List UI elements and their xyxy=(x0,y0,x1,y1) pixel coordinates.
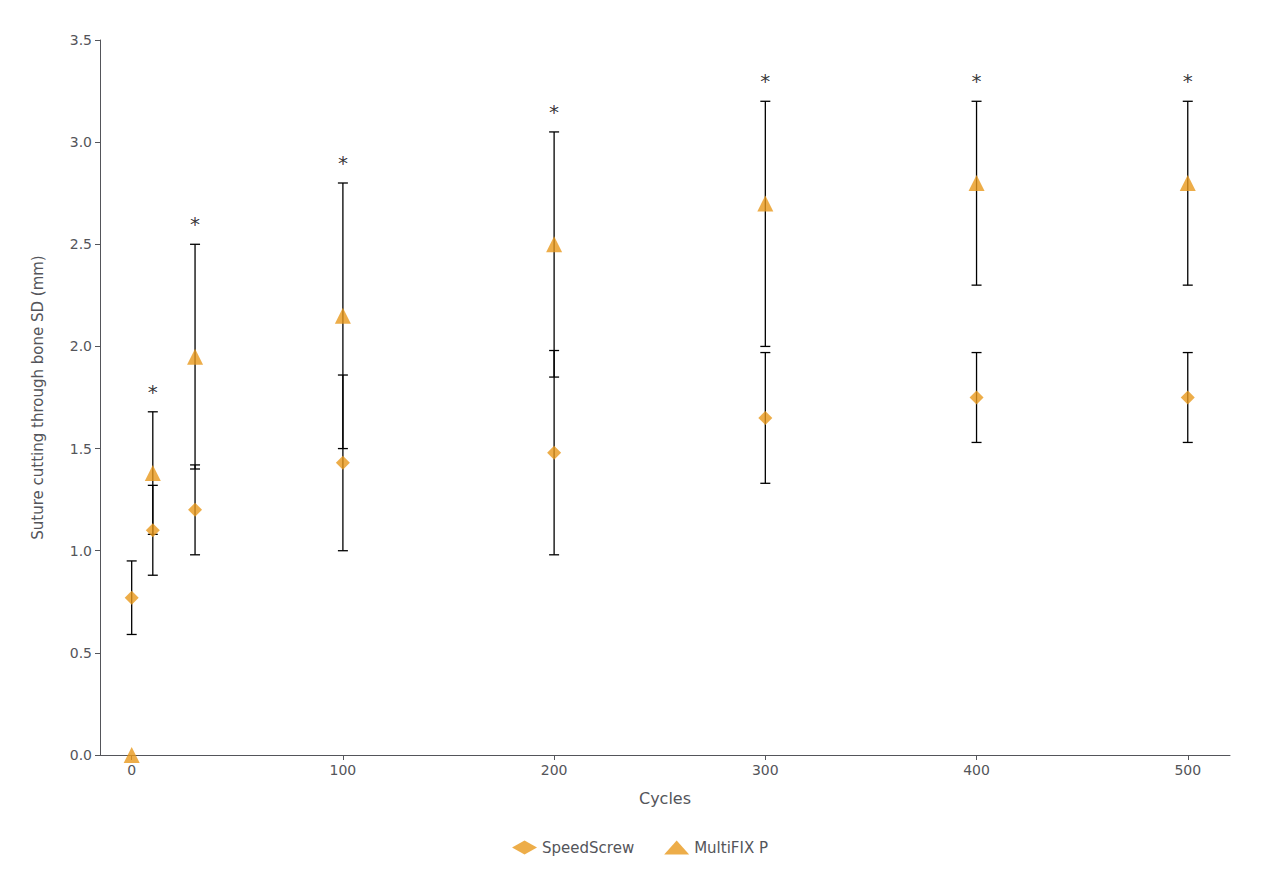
svg-text:400: 400 xyxy=(963,762,990,778)
svg-text:*: * xyxy=(760,69,770,93)
svg-text:1.0: 1.0 xyxy=(70,543,92,559)
svg-text:300: 300 xyxy=(752,762,779,778)
svg-text:0.5: 0.5 xyxy=(70,645,92,661)
svg-text:*: * xyxy=(190,212,200,236)
svg-text:MultiFIX P: MultiFIX P xyxy=(694,839,768,857)
svg-text:Cycles: Cycles xyxy=(639,789,691,808)
svg-text:3.5: 3.5 xyxy=(70,32,92,48)
svg-text:100: 100 xyxy=(330,762,357,778)
svg-text:*: * xyxy=(338,151,348,175)
svg-text:500: 500 xyxy=(1174,762,1201,778)
svg-text:*: * xyxy=(972,69,982,93)
svg-text:200: 200 xyxy=(541,762,568,778)
svg-text:Suture cutting through bone SD: Suture cutting through bone SD (mm) xyxy=(29,255,47,539)
svg-text:*: * xyxy=(549,100,559,124)
svg-text:3.0: 3.0 xyxy=(70,134,92,150)
svg-text:0.0: 0.0 xyxy=(70,747,92,763)
svg-text:2.0: 2.0 xyxy=(70,338,92,354)
svg-text:*: * xyxy=(148,380,158,404)
svg-text:2.5: 2.5 xyxy=(70,236,92,252)
svg-text:*: * xyxy=(1183,69,1193,93)
svg-text:SpeedScrew: SpeedScrew xyxy=(542,839,634,857)
svg-text:0: 0 xyxy=(127,762,136,778)
svg-text:1.5: 1.5 xyxy=(70,441,92,457)
